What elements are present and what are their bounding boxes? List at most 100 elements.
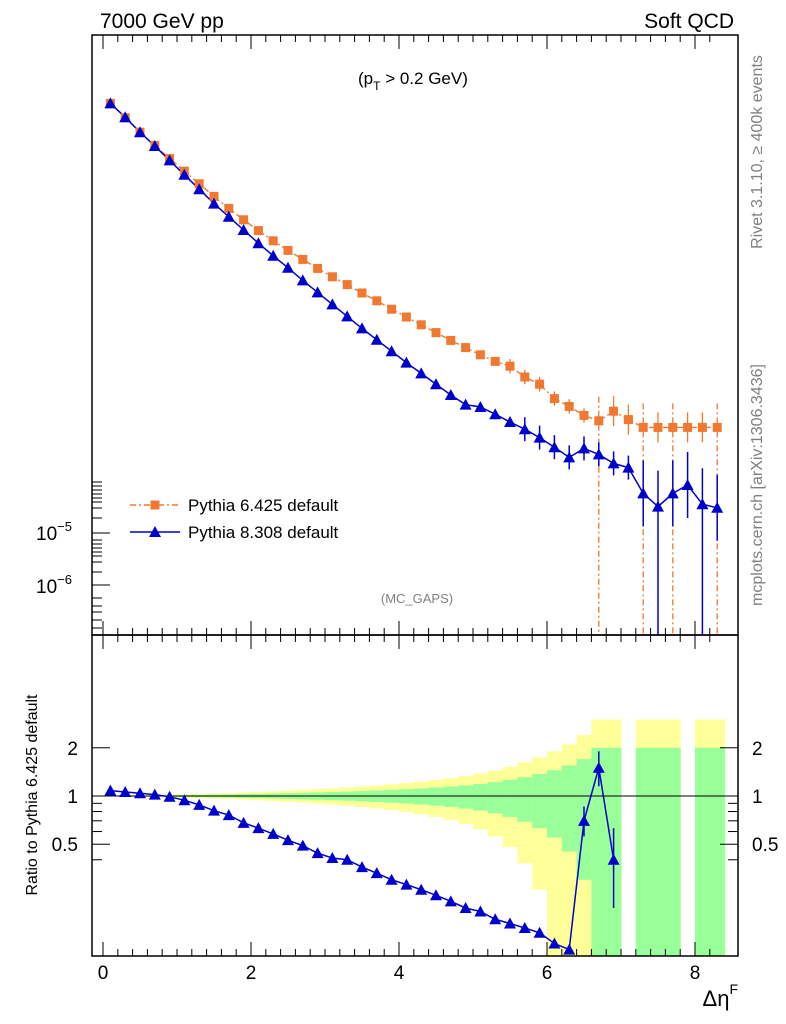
ratio-marker-pythia8 <box>356 861 368 873</box>
y-axis-label: Ratio to Pythia 6.425 default <box>24 694 41 896</box>
marker-pythia8 <box>148 140 161 151</box>
bottom-panel: 0.5 0.5 1 1 2 2 0 2 4 6 8 ΔηF Ratio to Pythia 6.4… <box>24 634 778 1011</box>
band-1sigma <box>487 782 504 814</box>
marker-pythia8 <box>637 487 650 499</box>
band-1sigma <box>561 765 578 852</box>
band-1sigma <box>502 779 518 817</box>
marker-pythia8 <box>252 237 265 249</box>
marker-pythia6 <box>372 296 382 306</box>
bottom-y-tick-label: 0.5 <box>52 835 78 856</box>
ratio-marker-pythia8 <box>267 827 280 839</box>
marker-pythia6 <box>387 304 397 314</box>
marker-pythia6 <box>638 422 648 432</box>
marker-pythia8 <box>681 479 694 490</box>
cut-label: (pT > 0.2 GeV) <box>358 69 468 93</box>
series-pythia6-line <box>109 102 718 429</box>
marker-pythia6 <box>313 263 323 273</box>
marker-pythia6 <box>239 215 249 225</box>
ratio-marker-pythia8 <box>518 921 531 933</box>
marker-pythia6 <box>461 343 471 353</box>
marker-pythia8 <box>415 367 428 379</box>
marker-pythia8 <box>518 423 531 435</box>
legend: Pythia 6.425 default Pythia 8.308 defaul… <box>130 496 339 542</box>
x-tick-label: 6 <box>542 963 553 984</box>
ratio-marker-pythia8 <box>341 853 354 865</box>
band-1sigma <box>443 786 459 807</box>
band-1sigma <box>695 747 711 956</box>
marker-pythia8 <box>119 111 132 123</box>
marker-pythia8 <box>578 442 590 454</box>
band-1sigma <box>635 747 652 956</box>
ratio-marker-pythia8 <box>282 834 294 846</box>
marker-pythia8 <box>489 408 502 420</box>
marker-pythia8 <box>504 416 516 427</box>
x-axis-label: ΔηF <box>703 981 739 1011</box>
marker-pythia8 <box>430 378 442 390</box>
ratio-marker-pythia8 <box>237 816 250 828</box>
ratio-marker-pythia8 <box>296 839 309 851</box>
marker-pythia8 <box>267 249 280 261</box>
marker-pythia6 <box>342 280 352 290</box>
top-y-ticks <box>92 35 711 635</box>
marker-pythia6 <box>683 422 693 432</box>
ratio-marker-pythia8 <box>578 814 590 826</box>
marker-pythia6 <box>327 272 337 282</box>
ratio-marker-pythia8 <box>444 895 457 907</box>
band-1sigma <box>517 777 533 822</box>
line-pythia8 <box>109 102 718 509</box>
marker-pythia8 <box>222 210 235 222</box>
top-panel-frame <box>91 34 739 636</box>
marker-pythia8 <box>178 168 191 180</box>
ratio-marker-pythia8 <box>148 788 161 800</box>
marker-pythia8 <box>193 183 206 195</box>
marker-pythia6 <box>594 416 604 426</box>
band-1sigma <box>428 787 444 806</box>
marker-pythia6 <box>357 288 367 298</box>
bottom-y-tick-label: 2 <box>67 739 78 760</box>
x-tick-label: 2 <box>246 963 257 984</box>
bottom-y-tick-label-right: 2 <box>752 739 763 760</box>
marker-pythia6 <box>298 254 308 264</box>
ratio-marker-pythia8 <box>474 905 487 917</box>
marker-pythia8 <box>370 333 383 345</box>
marker-pythia8 <box>237 224 250 235</box>
ratio-marker-pythia8 <box>548 937 561 949</box>
marker-pythia6 <box>401 312 411 322</box>
band-1sigma <box>547 770 563 838</box>
watermark-label: (MC_GAPS) <box>381 591 453 606</box>
marker-pythia6 <box>549 394 559 404</box>
marker-pythia6 <box>609 406 619 416</box>
ratio-marker-pythia8 <box>193 798 206 810</box>
header-left: 7000 GeV pp <box>100 10 224 33</box>
marker-pythia8 <box>311 286 324 298</box>
top-panel: (pT > 0.2 GeV) (MC_GAPS) 10−5 10−6 Pythi… <box>36 34 739 636</box>
marker-pythia8 <box>548 441 561 453</box>
ratio-marker-pythia8 <box>370 867 383 879</box>
marker-pythia6 <box>224 203 234 213</box>
series-pythia6-markers <box>105 98 722 432</box>
band-1sigma <box>591 747 607 956</box>
marker-pythia8 <box>104 97 117 109</box>
band-1sigma <box>473 783 489 811</box>
band-1sigma <box>665 747 681 956</box>
x-tick-label: 4 <box>394 963 405 984</box>
ratio-marker-pythia8 <box>178 794 191 806</box>
marker-pythia6 <box>268 236 278 246</box>
ratio-marker-pythia8 <box>311 847 324 859</box>
marker-pythia8 <box>444 389 457 400</box>
marker-pythia6 <box>446 335 456 345</box>
ratio-marker-pythia8 <box>163 790 176 802</box>
ratio-pythia8 <box>104 751 620 955</box>
side-label-rivet: Rivet 3.1.10, ≥ 400k events <box>749 55 766 249</box>
marker-pythia6 <box>564 401 574 411</box>
ratio-marker-pythia8 <box>104 784 117 796</box>
marker-pythia8 <box>607 457 620 469</box>
header-right: Soft QCD <box>644 10 734 33</box>
marker-pythia6 <box>505 361 515 371</box>
bottom-y-tick-label-right: 1 <box>752 787 763 808</box>
ratio-bands <box>103 719 726 956</box>
ratio-marker-pythia8 <box>563 943 576 955</box>
marker-pythia8 <box>711 501 724 513</box>
ratio-marker-pythia8 <box>385 873 398 885</box>
